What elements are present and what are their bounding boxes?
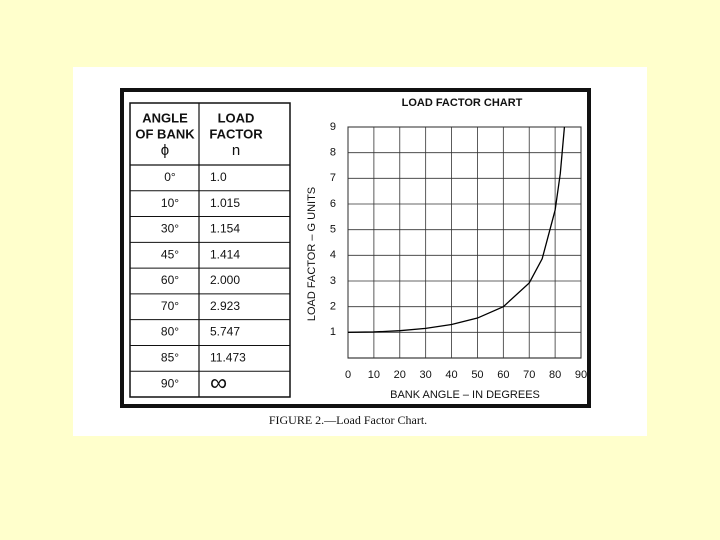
y-tick-label: 5 — [330, 224, 336, 236]
y-tick-label: 2 — [330, 301, 336, 313]
table-cell: 45° — [161, 247, 179, 261]
x-tick-label: 50 — [471, 369, 483, 381]
y-tick-label: 3 — [330, 275, 336, 287]
table-cell: ∞ — [210, 369, 227, 396]
chart-title: LOAD FACTOR CHART — [402, 97, 523, 109]
table-cell: 1.414 — [210, 247, 240, 261]
table-header: OF BANK — [135, 126, 195, 141]
table-cell: 1.015 — [210, 196, 240, 210]
x-tick-label: 0 — [345, 369, 351, 381]
figure-frame — [120, 88, 591, 408]
x-tick-label: 70 — [523, 369, 535, 381]
table-frame — [129, 102, 291, 398]
table-header: ANGLE — [142, 110, 188, 125]
table-cell: 1.0 — [210, 170, 227, 184]
y-axis-label: LOAD FACTOR – G UNITS — [306, 187, 318, 321]
x-tick-label: 40 — [445, 369, 457, 381]
x-axis-label: BANK ANGLE – IN DEGREES — [390, 389, 540, 401]
table-cell: 90° — [161, 376, 179, 390]
caption: FIGURE 2.—Load Factor Chart. — [269, 413, 427, 427]
x-tick-label: 90 — [575, 369, 587, 381]
table-cell: 2.923 — [210, 299, 240, 313]
y-tick-label: 1 — [330, 326, 336, 338]
x-tick-label: 30 — [420, 369, 432, 381]
x-tick-label: 10 — [368, 369, 380, 381]
table-cell: 60° — [161, 273, 179, 287]
table-cell: 1.154 — [210, 222, 240, 236]
table-header: FACTOR — [209, 126, 263, 141]
table-cell: 5.747 — [210, 325, 240, 339]
y-tick-label: 6 — [330, 198, 336, 210]
x-tick-label: 60 — [497, 369, 509, 381]
table-header: ϕ — [161, 142, 169, 159]
y-tick-label: 4 — [330, 249, 336, 261]
x-tick-label: 80 — [549, 369, 561, 381]
table-cell: 85° — [161, 351, 179, 365]
figure-background — [73, 67, 647, 436]
table-cell: 30° — [161, 222, 179, 236]
x-tick-label: 20 — [394, 369, 406, 381]
load-factor-curve — [347, 126, 566, 333]
table-cell: 0° — [164, 170, 176, 184]
y-tick-label: 8 — [330, 147, 336, 159]
table-cell: 11.473 — [210, 351, 246, 365]
table-header: n — [232, 142, 240, 159]
table-header: LOAD — [218, 110, 255, 125]
y-tick-label: 9 — [330, 121, 336, 133]
table-cell: 80° — [161, 325, 179, 339]
y-tick-label: 7 — [330, 172, 336, 184]
table-cell: 10° — [161, 196, 179, 210]
table-cell: 70° — [161, 299, 179, 313]
table-cell: 2.000 — [210, 273, 240, 287]
